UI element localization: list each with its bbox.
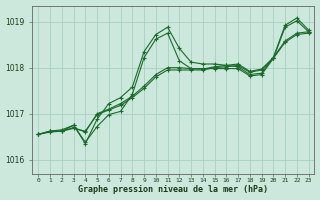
X-axis label: Graphe pression niveau de la mer (hPa): Graphe pression niveau de la mer (hPa) [78,185,268,194]
